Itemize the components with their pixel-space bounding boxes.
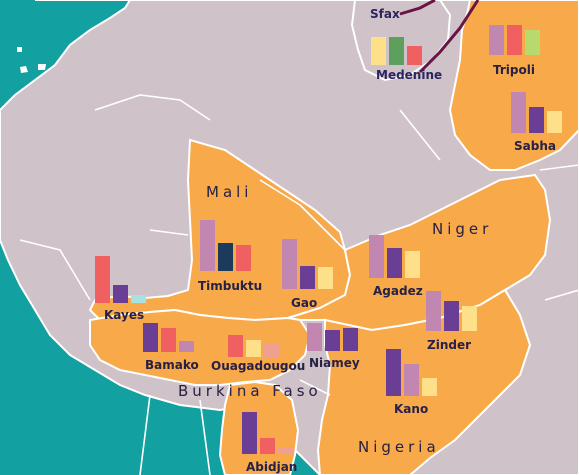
- country-label-nigeria: Nigeria: [358, 438, 440, 456]
- city-label-bamako: Bamako: [145, 358, 199, 372]
- bar-sabha-1: [529, 107, 544, 133]
- city-label-medenine: Medenine: [376, 68, 443, 82]
- bar-ouagadougou-0: [228, 335, 243, 357]
- city-label-tripoli: Tripoli: [493, 63, 535, 77]
- bar-sabha-0: [511, 92, 526, 133]
- country-borders: [19, 94, 579, 475]
- country-label-mali: Mali: [206, 183, 253, 201]
- bar-ouagadougou-1: [246, 340, 261, 357]
- bar-niamey-0: [307, 323, 322, 351]
- bar-agadez-2: [405, 251, 420, 278]
- bar-abidjan-1: [260, 438, 275, 454]
- city-label-sfax: Sfax: [370, 7, 400, 21]
- bar-tripoli-1: [507, 25, 522, 55]
- islands: [17, 47, 46, 73]
- city-label-niamey: Niamey: [309, 356, 360, 370]
- city-label-kayes: Kayes: [104, 308, 145, 322]
- bar-timbuktu-0: [200, 220, 215, 271]
- bar-niamey-2: [343, 328, 358, 351]
- bar-gao-0: [282, 239, 297, 289]
- bar-kayes-1: [113, 285, 128, 303]
- bar-timbuktu-2: [236, 245, 251, 271]
- bar-zinder-2: [462, 306, 477, 331]
- libya-region: [448, 0, 579, 171]
- bar-zinder-0: [426, 291, 441, 331]
- bar-agadez-0: [369, 235, 384, 278]
- bar-kano-0: [386, 349, 401, 396]
- bar-sabha-2: [547, 111, 562, 133]
- city-label-kano: Kano: [394, 402, 429, 416]
- city-label-agadez: Agadez: [373, 284, 423, 298]
- country-label-niger: Niger: [432, 220, 493, 238]
- bar-timbuktu-1: [218, 243, 233, 271]
- bar-chart-layer: [95, 25, 562, 454]
- bar-niamey-1: [325, 330, 340, 351]
- bar-kano-2: [422, 378, 437, 396]
- bar-bamako-2: [179, 341, 194, 352]
- bar-tripoli-0: [489, 25, 504, 55]
- city-label-timbuktu: Timbuktu: [198, 279, 263, 293]
- route-medenine: [418, 0, 480, 74]
- bar-medenine-1: [389, 37, 404, 65]
- city-label-zinder: Zinder: [427, 338, 472, 352]
- bar-bamako-0: [143, 323, 158, 352]
- bar-medenine-0: [371, 37, 386, 65]
- bar-kayes-2: [131, 295, 146, 303]
- bar-gao-2: [318, 267, 333, 289]
- city-label-gao: Gao: [291, 296, 318, 310]
- bar-tripoli-2: [525, 30, 540, 55]
- city-label-abidjan: Abidjan: [246, 460, 298, 474]
- city-label-ouagadougou: Ouagadougou: [211, 359, 306, 373]
- bar-bamako-1: [161, 328, 176, 352]
- bar-kano-1: [404, 364, 419, 396]
- bar-agadez-1: [387, 248, 402, 278]
- bar-abidjan-2: [278, 448, 293, 454]
- country-label-burkina-faso: Burkina Faso: [178, 382, 322, 400]
- bar-zinder-1: [444, 301, 459, 331]
- bar-ouagadougou-2: [264, 344, 279, 357]
- bar-gao-1: [300, 266, 315, 289]
- bar-kayes-0: [95, 256, 110, 303]
- city-label-sabha: Sabha: [514, 139, 556, 153]
- route-sfax: [399, 0, 436, 16]
- bar-medenine-2: [407, 46, 422, 65]
- bar-abidjan-0: [242, 412, 257, 454]
